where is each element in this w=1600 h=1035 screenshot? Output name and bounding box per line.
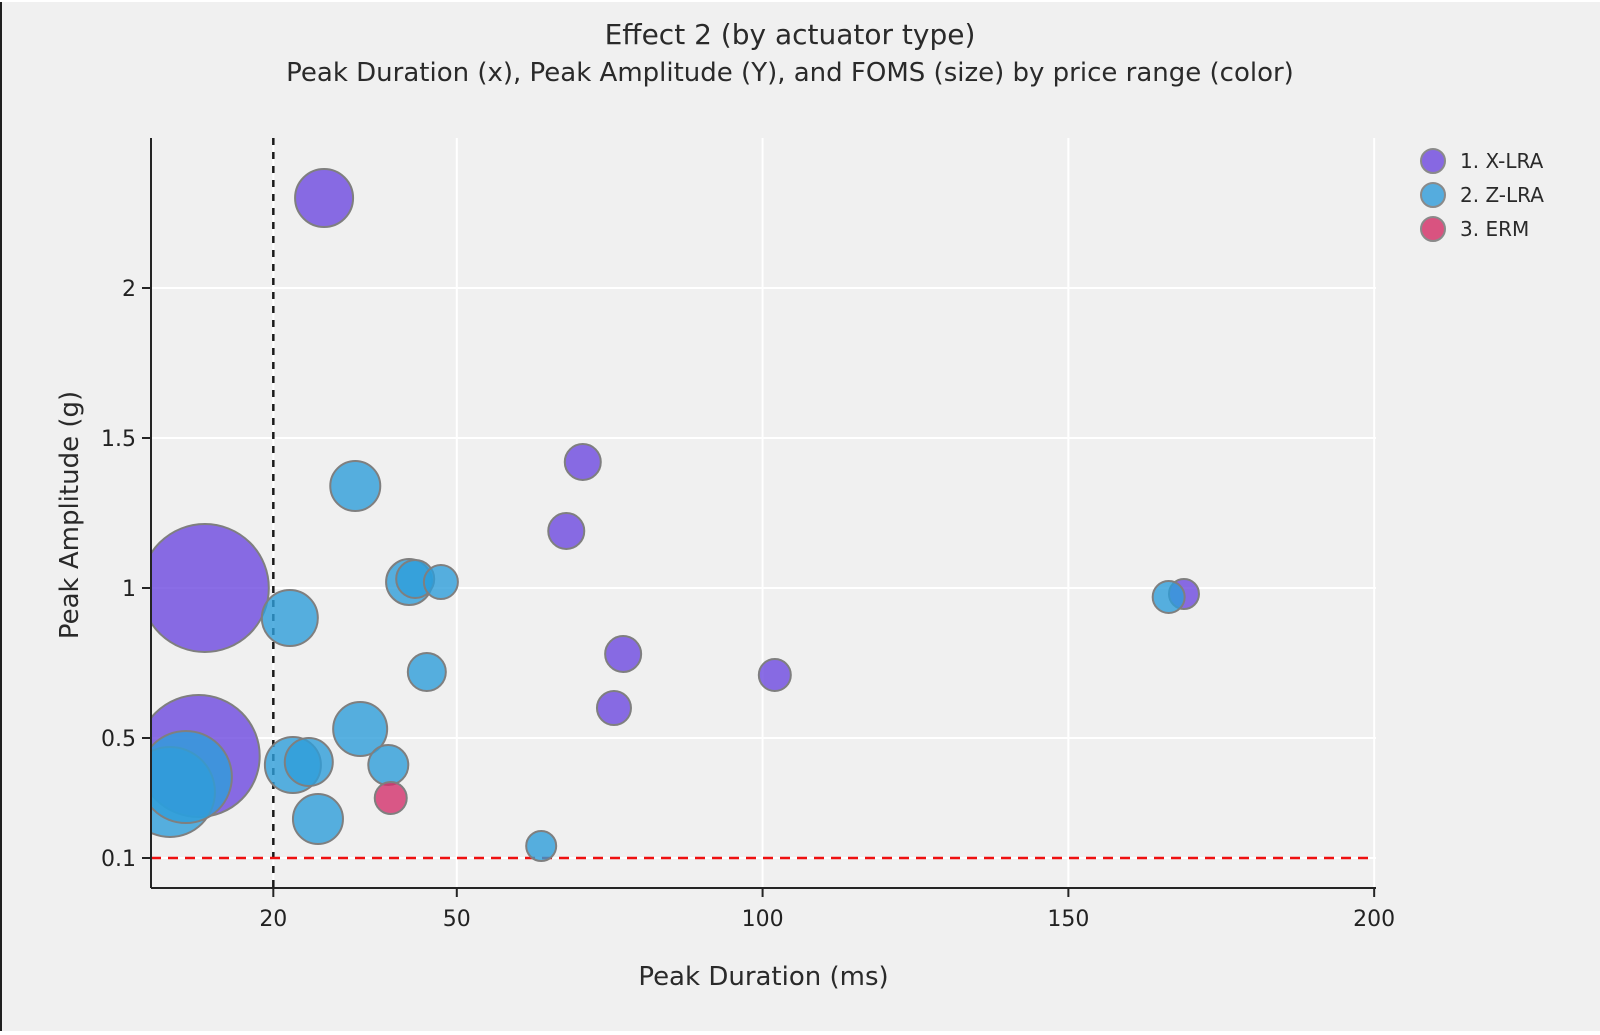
y-tick-label: 2 <box>122 277 136 302</box>
legend-swatch-icon <box>1420 182 1446 208</box>
x-tick-label: 100 <box>742 907 784 932</box>
bubble-zlra[interactable] <box>1151 580 1186 614</box>
bubble-zlra[interactable] <box>260 589 319 647</box>
y-tick-label: 1.5 <box>101 427 136 452</box>
gridlines <box>151 138 1376 888</box>
bubble-zlra[interactable] <box>332 701 389 757</box>
legend-label: 2. Z-LRA <box>1460 183 1544 207</box>
bubble-zlra[interactable] <box>283 737 334 787</box>
bubble-zlra[interactable] <box>422 564 459 600</box>
window-edge-bottom <box>0 1031 1600 1035</box>
x-axis-title: Peak Duration (ms) <box>638 962 889 992</box>
legend-item[interactable]: 2. Z-LRA <box>1420 182 1544 208</box>
y-tick-label: 0.1 <box>101 847 136 872</box>
legend-swatch-icon <box>1420 148 1446 174</box>
y-tick-label: 1 <box>122 577 136 602</box>
bubble-zlra[interactable] <box>329 460 382 512</box>
bubble-xlra[interactable] <box>294 168 355 228</box>
bubble-xlra[interactable] <box>141 523 270 653</box>
bubble-zlra[interactable] <box>291 793 344 845</box>
legend: 1. X-LRA 2. Z-LRA 3. ERM <box>1420 148 1544 242</box>
y-tick-labels: 0.1 0.5 1 1.5 2 <box>101 277 136 872</box>
bubble-zlra[interactable] <box>367 744 410 786</box>
x-tick-labels: 20 50 100 150 200 <box>259 907 1395 932</box>
chart-subtitle: Peak Duration (x), Peak Amplitude (Y), a… <box>286 58 1294 88</box>
tick-marks <box>142 287 1376 897</box>
window-edge-top <box>0 0 1600 2</box>
chart-title: Effect 2 (by actuator type) <box>604 18 976 51</box>
bubble-zlra[interactable] <box>140 730 233 824</box>
bubble-zlra[interactable] <box>406 652 447 692</box>
y-tick-label: 0.5 <box>101 727 136 752</box>
x-tick-label: 50 <box>443 907 471 932</box>
bubble-xlra[interactable] <box>757 658 792 692</box>
x-tick-label: 20 <box>259 907 287 932</box>
bubbles-layer <box>140 168 1200 862</box>
bubble-zlra[interactable] <box>525 830 558 862</box>
x-tick-label: 150 <box>1047 907 1089 932</box>
window-edge-left <box>0 2 2 1031</box>
bubble-xlra[interactable] <box>604 635 643 673</box>
x-tick-label: 200 <box>1353 907 1395 932</box>
legend-item[interactable]: 1. X-LRA <box>1420 148 1544 174</box>
bubble-xlra[interactable] <box>563 443 602 481</box>
y-axis-title: Peak Amplitude (g) <box>55 390 85 640</box>
legend-label: 1. X-LRA <box>1460 149 1544 173</box>
bubble-xlra[interactable] <box>547 512 586 550</box>
legend-item[interactable]: 3. ERM <box>1420 216 1544 242</box>
bubble-xlra[interactable] <box>595 690 632 726</box>
legend-label: 3. ERM <box>1460 217 1530 241</box>
bubble-erm[interactable] <box>373 781 408 815</box>
legend-swatch-icon <box>1420 216 1446 242</box>
